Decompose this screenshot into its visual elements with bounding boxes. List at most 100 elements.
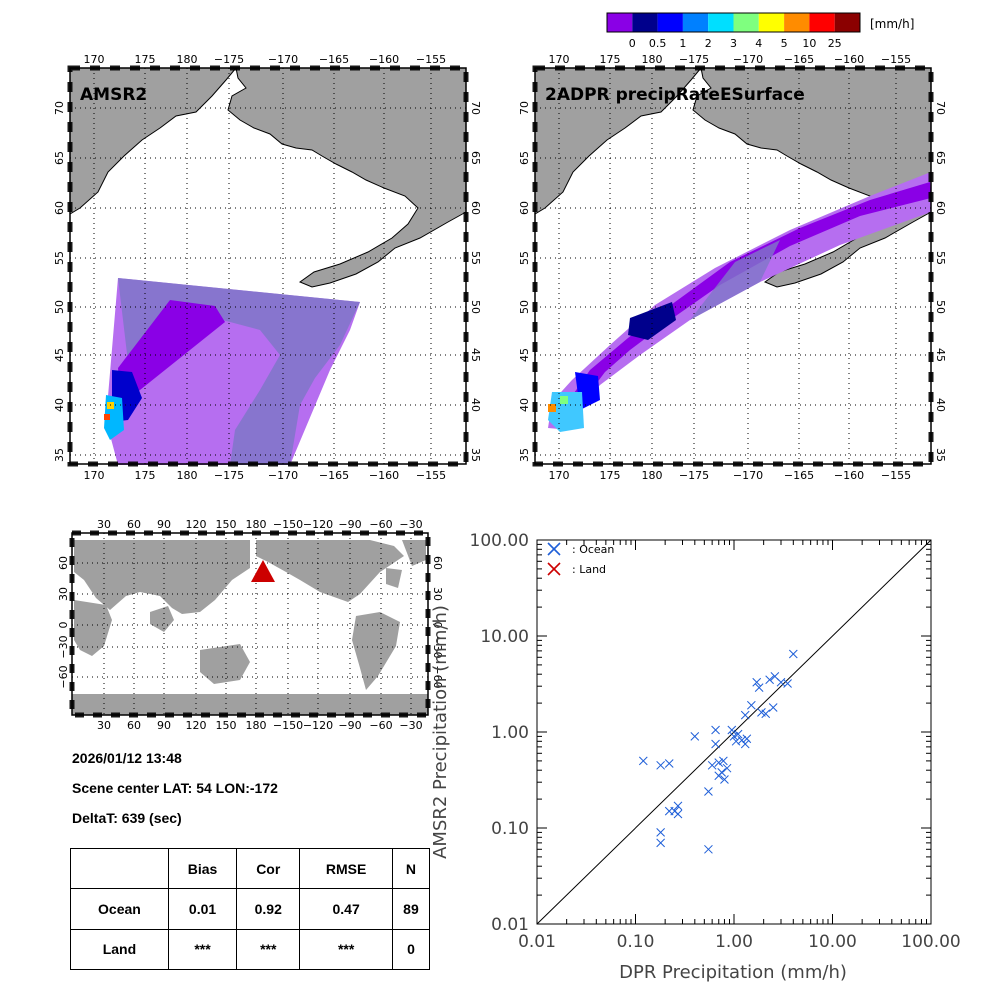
data-point-ocean xyxy=(752,677,762,687)
lon-tick-top: 30 xyxy=(97,518,111,531)
world-gridlines xyxy=(72,533,428,715)
lat-tick-right: 0 xyxy=(431,622,444,629)
lat-tick-right: 40 xyxy=(934,398,947,412)
lat-tick-left: 45 xyxy=(53,348,66,362)
data-point-ocean xyxy=(740,739,750,749)
dpr-swath xyxy=(548,172,931,432)
table-cell: Land xyxy=(70,928,169,971)
lat-tick-right: 65 xyxy=(469,151,482,165)
lon-tick-top: 175 xyxy=(600,53,621,66)
lon-tick-bottom: 90 xyxy=(157,719,171,732)
lon-tick-bottom: −170 xyxy=(733,469,763,482)
lon-tick-bottom: 120 xyxy=(186,719,207,732)
lon-tick-top: −175 xyxy=(679,53,709,66)
lon-tick-bottom: −175 xyxy=(679,469,709,482)
lat-tick-right: 50 xyxy=(469,300,482,314)
lon-tick-bottom: 180 xyxy=(246,719,267,732)
lon-tick-bottom: −30 xyxy=(399,719,422,732)
colorbar-swatch xyxy=(682,13,709,32)
data-point-ocean xyxy=(720,775,729,784)
data-point-ocean xyxy=(754,683,764,692)
world-land xyxy=(72,540,428,715)
lon-tick-top: −170 xyxy=(733,53,763,66)
lat-tick-left: 70 xyxy=(53,101,66,115)
table-cell: *** xyxy=(236,928,301,971)
lat-tick-left: 55 xyxy=(518,251,531,265)
map-axis-ticks: 170 170 175 175 180 180 −175 −175 −170 −170 −165 −1… xyxy=(53,53,482,482)
lon-tick-bottom: 170 xyxy=(549,469,570,482)
lon-tick-bottom: −120 xyxy=(303,719,333,732)
scatter-plot: 0.010.01 0.10 0.10 1.00 1.00 10.00 10.00 100.00… xyxy=(430,531,961,983)
delta-time: DeltaT: 639 (sec) xyxy=(72,810,182,826)
lat-tick-right: 45 xyxy=(934,348,947,362)
colorbar-label: 1 xyxy=(679,37,686,50)
lat-tick-right: −30 xyxy=(431,635,444,658)
colorbar-label: 0.5 xyxy=(649,37,667,50)
data-point-ocean xyxy=(742,734,752,744)
dpr-map-panel: 2ADPR precipRateESurface 170 170 175 175 180… xyxy=(518,53,947,482)
scene-location-marker xyxy=(251,560,275,582)
map-axis-ticks: 170 170 175 175 180 180 −175 −175 −170 −170 −165 −1… xyxy=(518,53,947,482)
lat-tick-right: 35 xyxy=(934,448,947,462)
world-axis-ticks: 303060609090120120150150180180−150−150−1… xyxy=(57,518,444,732)
lon-tick-bottom: −155 xyxy=(416,469,446,482)
lat-tick-left: 65 xyxy=(518,151,531,165)
lon-tick-bottom: −90 xyxy=(338,719,361,732)
lon-tick-top: −60 xyxy=(369,518,392,531)
table-cell: 0 xyxy=(391,928,431,971)
table-cell: 0.01 xyxy=(167,888,238,930)
lon-tick-top: 180 xyxy=(642,53,663,66)
map-frame-ticks xyxy=(67,65,469,467)
y-axis-label: AMSR2 Precipitation (mm/h) xyxy=(430,605,451,859)
lon-tick-bottom: −160 xyxy=(834,469,864,482)
data-point-ocean xyxy=(711,739,720,749)
colorbar-swatch xyxy=(758,13,785,32)
lon-tick-bottom: −150 xyxy=(273,719,303,732)
data-point-ocean xyxy=(783,679,792,688)
colorbar-swatch xyxy=(809,13,835,32)
table-cell: 0.92 xyxy=(236,888,301,930)
y-tick-label: 0.01 xyxy=(491,915,529,935)
colorbar-swatch xyxy=(657,13,683,32)
x-tick-label: 10.00 xyxy=(808,932,857,952)
map-title: AMSR2 xyxy=(80,85,147,105)
lon-tick-top: 175 xyxy=(135,53,156,66)
y-tick-label: 0.10 xyxy=(491,819,529,839)
lon-tick-bottom: 150 xyxy=(216,719,237,732)
data-point-ocean xyxy=(765,675,774,685)
table-row: Ocean 0.01 0.92 0.47 89 xyxy=(70,888,431,930)
lon-tick-top: 180 xyxy=(246,518,267,531)
lon-tick-top: 170 xyxy=(84,53,105,66)
data-point-ocean xyxy=(719,756,728,766)
data-point-ocean xyxy=(656,838,665,848)
lat-tick-left: 60 xyxy=(518,201,531,215)
data-point-ocean xyxy=(707,760,717,770)
map-gridlines xyxy=(70,68,466,464)
axis-ticks: 0.010.01 0.10 0.10 1.00 1.00 10.00 10.00 100.00… xyxy=(470,531,961,952)
table-header-cell xyxy=(70,847,169,890)
lon-tick-top: 60 xyxy=(127,518,141,531)
lon-tick-bottom: 60 xyxy=(127,719,141,732)
land-alaska xyxy=(69,67,467,288)
scatter-points xyxy=(638,649,798,854)
amsr2-map-panel: AMSR2 170 170 175 175 180 180 −175 −175 −170 −170… xyxy=(53,53,482,482)
colorbar-label: 25 xyxy=(828,37,842,50)
colorbar-swatch xyxy=(733,13,759,32)
colorbar-label: 3 xyxy=(730,37,737,50)
world-locator-map: 303060609090120120150150180180−150−150−1… xyxy=(57,518,444,732)
lat-tick-left: 35 xyxy=(53,448,66,462)
table-header-row: Bias Cor RMSE N xyxy=(70,847,431,890)
lat-tick-left: 45 xyxy=(518,348,531,362)
colorbar-swatch xyxy=(834,13,860,32)
data-point-ocean xyxy=(729,732,739,741)
lon-tick-top: −160 xyxy=(834,53,864,66)
lon-tick-top: 180 xyxy=(177,53,198,66)
table-cell: 89 xyxy=(391,888,431,930)
colorbar-label: 4 xyxy=(755,37,762,50)
lon-tick-top: −155 xyxy=(881,53,911,66)
lat-tick-right: 30 xyxy=(431,587,444,601)
lon-tick-bottom: 175 xyxy=(600,469,621,482)
colorbar: 0 0.5 1 2 3 4 5 10 25 [mm/h] xyxy=(606,12,914,50)
lat-tick-left: 0 xyxy=(57,622,70,629)
data-point-ocean xyxy=(656,760,665,770)
